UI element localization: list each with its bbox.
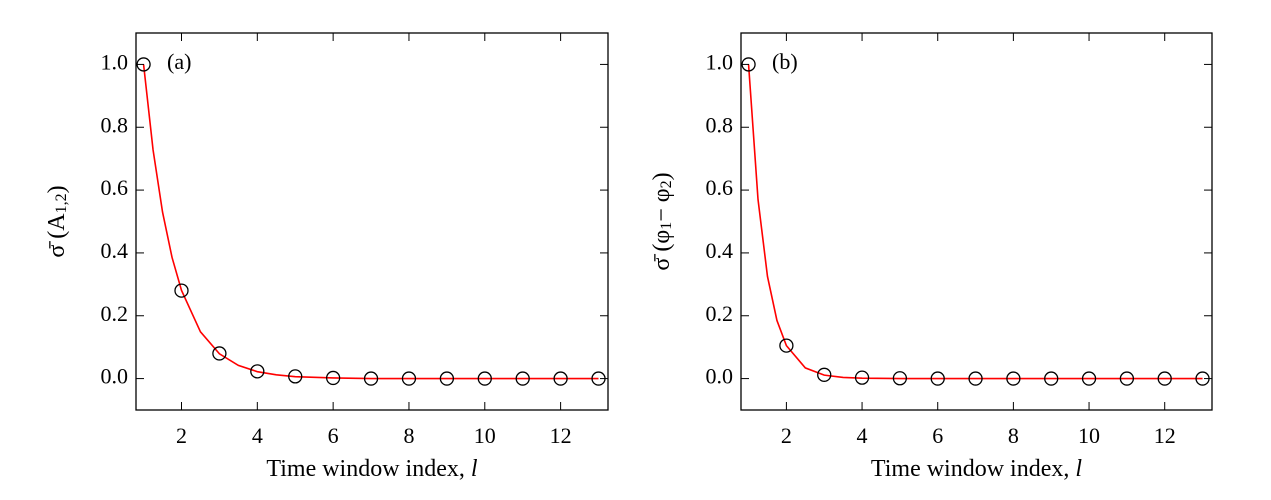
data-point	[288, 369, 303, 384]
data-point	[477, 371, 492, 386]
data-point	[325, 370, 341, 386]
data-point	[250, 364, 265, 379]
y-tick-label: 0.2	[706, 301, 734, 326]
x-tick-label: 2	[781, 423, 792, 448]
data-point	[1157, 371, 1172, 386]
y-tick-label: 0.6	[706, 175, 734, 200]
y-axis-label: σ̄ (A1,2)	[44, 185, 71, 257]
x-tick-label: 4	[252, 423, 263, 448]
y-tick-label: 0.6	[101, 175, 129, 200]
data-point	[1006, 371, 1021, 386]
data-point	[968, 371, 983, 386]
y-label-part: σ̄ (A	[44, 213, 70, 258]
data-point	[439, 371, 455, 386]
y-tick-label: 0.8	[101, 112, 129, 137]
x-label-part: Time window index,	[871, 456, 1075, 482]
x-label-part: l	[471, 456, 478, 482]
fit-line	[142, 64, 599, 380]
data-point	[515, 371, 530, 386]
y-tick-label: 0.0	[101, 364, 129, 389]
y-label-subscript: 1,2	[53, 193, 70, 213]
x-tick-label: 8	[1008, 423, 1019, 448]
x-label-part: Time window index,	[266, 456, 470, 482]
data-point	[1044, 371, 1059, 386]
data-point	[553, 371, 568, 386]
panel-label: (a)	[167, 49, 191, 74]
data-point	[363, 371, 379, 386]
y-tick-label: 0.8	[706, 112, 734, 137]
x-label-part: l	[1075, 456, 1082, 482]
x-axis-label: Time window index, l	[871, 456, 1082, 482]
y-tick-label: 0.0	[706, 364, 734, 389]
x-tick-label: 6	[328, 423, 339, 448]
data-point	[1081, 371, 1097, 386]
data-point	[779, 338, 794, 353]
data-point	[817, 367, 832, 382]
panel-label: (b)	[772, 49, 798, 74]
y-tick-label: 0.4	[706, 238, 734, 263]
data-point	[930, 371, 945, 386]
plot-frame	[135, 32, 609, 411]
data-point	[892, 371, 908, 386]
x-tick-label: 6	[932, 423, 943, 448]
data-point	[212, 346, 227, 361]
y-axis-label: σ̄ (φ1− φ2)	[649, 172, 676, 270]
x-tick-label: 12	[550, 423, 572, 448]
data-point	[401, 371, 417, 386]
y-label-part: )	[44, 185, 70, 193]
x-axis-label: Time window index, l	[266, 456, 477, 482]
y-tick-label: 1.0	[101, 49, 129, 74]
fit-line	[747, 64, 1203, 380]
x-tick-label: 10	[1078, 423, 1100, 448]
x-tick-label: 8	[403, 423, 414, 448]
panel: 2 4 6 8 10 120.00.20.40.60.81.0 (b)Time window…	[649, 32, 1213, 482]
data-point	[1119, 371, 1135, 386]
x-tick-label: 2	[176, 423, 187, 448]
y-label-part: )	[649, 172, 675, 180]
y-label-part: − φ	[649, 188, 675, 221]
data-point	[174, 283, 189, 298]
y-label-part: σ̄ (φ	[649, 230, 675, 271]
x-tick-label: 10	[474, 423, 496, 448]
plot-frame	[740, 32, 1213, 411]
y-tick-label: 0.4	[101, 238, 129, 263]
x-tick-label: 4	[857, 423, 868, 448]
y-label-subscript: 2	[658, 180, 675, 188]
x-tick-label: 12	[1154, 423, 1176, 448]
data-point	[854, 370, 870, 385]
y-label-subscript: 1	[658, 222, 675, 230]
panel: 2 4 6 8 10 12 0.0 0.2 0.4 0.6 0.8 1.0 (a) Time window…	[44, 32, 609, 482]
y-tick-label: 0.2	[101, 301, 129, 326]
y-tick-label: 1.0	[706, 49, 734, 74]
